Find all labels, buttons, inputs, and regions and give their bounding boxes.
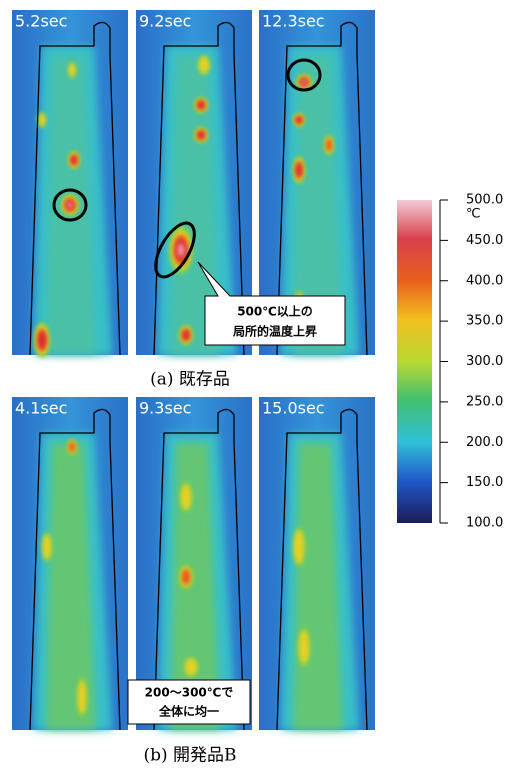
hot-spot xyxy=(78,681,86,714)
tick-label: 350.0 xyxy=(466,314,503,329)
callout: 200〜300℃で xyxy=(145,686,234,700)
hot-spot xyxy=(71,156,77,164)
time-label: 9.2sec xyxy=(139,12,191,31)
hot-spot xyxy=(199,57,209,73)
thermal-image: 15.0sec xyxy=(259,397,375,730)
time-label: 12.3sec xyxy=(262,12,325,31)
colorbar xyxy=(397,200,432,523)
unit: ℃ xyxy=(466,207,481,222)
hot-spot xyxy=(69,63,76,76)
caption: (a) 既存品 xyxy=(150,370,230,390)
tick-label: 400.0 xyxy=(466,273,503,288)
tick-label: 500.0 xyxy=(466,193,503,208)
hot-spot xyxy=(198,101,204,108)
hot-spot xyxy=(294,531,304,564)
time-label: 4.1sec xyxy=(15,399,67,418)
hot-spot xyxy=(299,631,309,664)
caption: (b) 開発品B xyxy=(143,746,236,766)
time-label: 5.2sec xyxy=(15,12,67,31)
time-label: 15.0sec xyxy=(262,399,325,418)
hot-spot xyxy=(182,569,191,584)
hot-spot xyxy=(302,80,306,84)
hot-spot xyxy=(39,113,46,126)
hot-spot xyxy=(198,131,204,138)
tick-label: 150.0 xyxy=(466,475,503,490)
hot-spot xyxy=(326,139,332,152)
hot-spot xyxy=(181,485,191,510)
hot-spot xyxy=(183,330,189,339)
time-label: 9.3sec xyxy=(139,399,191,418)
callout: 局所的温度上昇 xyxy=(233,324,317,339)
hot-spot xyxy=(67,202,72,208)
tick-label: 250.0 xyxy=(466,394,503,409)
tick-label: 200.0 xyxy=(466,435,503,450)
callout: 全体に均一 xyxy=(158,704,219,719)
tick-label: 450.0 xyxy=(466,233,503,248)
tick-label: 100.0 xyxy=(466,516,503,531)
thermal-image: 4.1sec xyxy=(12,397,128,730)
hot-spot xyxy=(296,164,302,177)
callout: 500℃以上の xyxy=(237,304,313,319)
hot-spot xyxy=(69,442,75,452)
thermal-image: 5.2sec xyxy=(12,10,128,358)
hot-spot xyxy=(43,535,51,560)
hot-spot xyxy=(38,332,45,349)
hot-spot xyxy=(178,243,185,256)
figure: 5.2sec 9.2sec 12.3sec 4.1sec 9.3sec 15.0sec 50… xyxy=(0,0,510,774)
hot-spot xyxy=(185,659,196,675)
hot-spot xyxy=(296,117,302,123)
tick-label: 300.0 xyxy=(466,354,503,369)
